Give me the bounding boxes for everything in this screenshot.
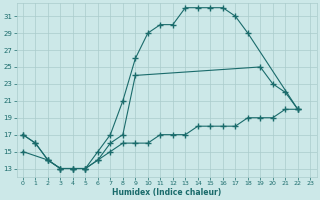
- X-axis label: Humidex (Indice chaleur): Humidex (Indice chaleur): [112, 188, 221, 197]
